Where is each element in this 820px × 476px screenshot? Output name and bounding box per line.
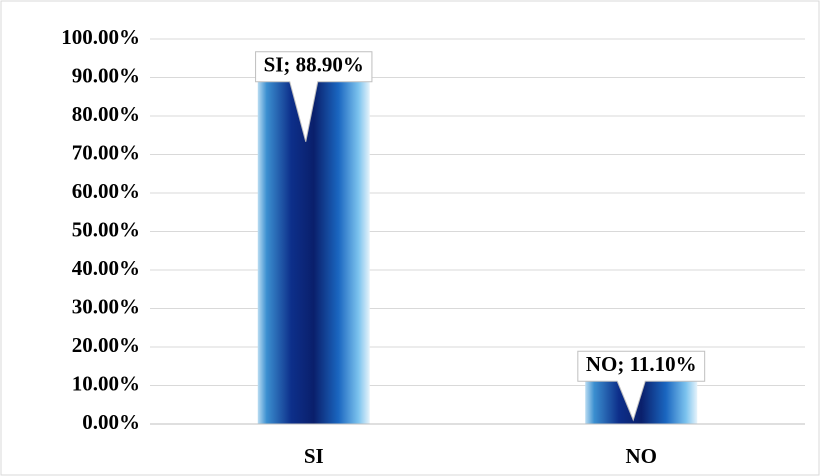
value-label: NO; 11.10% — [586, 352, 697, 376]
bar — [257, 81, 370, 425]
y-tick-label: 70.00% — [72, 140, 140, 164]
x-tick-label: SI — [304, 444, 324, 468]
y-tick-label: 80.00% — [72, 102, 140, 126]
y-tick-label: 40.00% — [72, 256, 140, 280]
y-tick-label: 60.00% — [72, 179, 140, 203]
value-label-callout — [255, 51, 373, 142]
value-label: SI; 88.90% — [264, 53, 364, 77]
y-tick-label: 90.00% — [72, 63, 140, 87]
y-tick-label: 20.00% — [72, 333, 140, 357]
y-tick-label: 10.00% — [72, 371, 140, 395]
y-tick-label: 100.00% — [61, 25, 140, 49]
y-tick-label: 0.00% — [82, 410, 140, 434]
value-label-callout — [577, 350, 706, 422]
x-tick-label: NO — [626, 444, 658, 468]
y-tick-label: 30.00% — [72, 294, 140, 318]
y-tick-label: 50.00% — [72, 217, 140, 241]
